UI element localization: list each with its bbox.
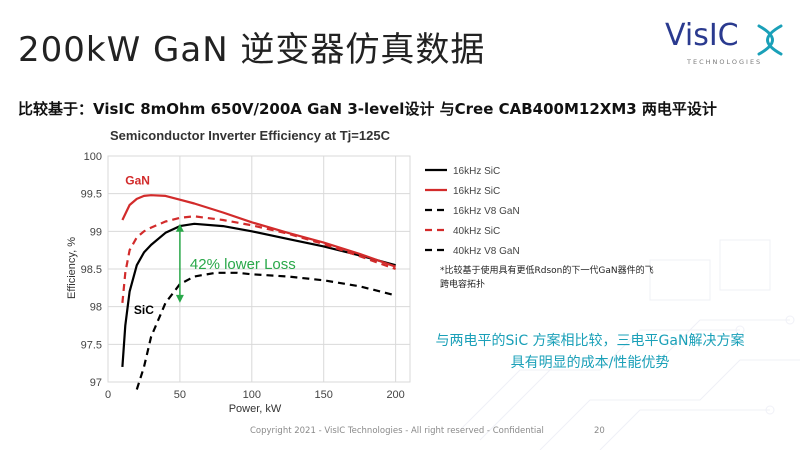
- logo-tagline: TECHNOLOGIES: [687, 58, 763, 66]
- x-tick-label: 100: [243, 389, 261, 401]
- y-tick-label: 98: [90, 302, 102, 314]
- series-line-2: [135, 271, 396, 390]
- loss-arrow-head-up: [175, 223, 184, 232]
- y-tick-label: 97.5: [81, 339, 102, 351]
- comparison-footnote: *比较基于使用具有更低Rdson的下一代GaN器件的飞 跨电容拓扑: [440, 264, 680, 292]
- legend-entry: 16kHz SiC: [453, 186, 500, 197]
- x-tick-label: 50: [174, 389, 186, 401]
- chart-gridlines: [107, 155, 411, 383]
- chart-tick-labels: 97 97.5 98 98.5 99 99.5 100 0 50 100 150 200: [81, 151, 405, 401]
- slide-title: 200kW GaN 逆变器仿真数据: [18, 30, 486, 70]
- chart-title: Semiconductor Inverter Efficiency at Tj=…: [110, 128, 391, 143]
- chart-legend: 16kHz SiC 16kHz SiC 16kHz V8 GaN 40kHz SiC 4…: [425, 166, 520, 257]
- y-axis-label: Efficiency, %: [66, 237, 78, 299]
- x-tick-label: 150: [315, 389, 333, 401]
- y-tick-label: 100: [84, 151, 102, 163]
- comparison-subtitle: 比较基于：VisIC 8mOhm 650V/200A GaN 3-level设计…: [18, 100, 717, 118]
- logo-text: VisIC: [665, 18, 739, 53]
- loss-label: 42% lower Loss: [190, 256, 296, 273]
- footnote-line-1: *比较基于使用具有更低Rdson的下一代GaN器件的飞: [440, 266, 654, 276]
- copyright-footer: Copyright 2021 - VisIC Technologies - Al…: [250, 426, 544, 436]
- y-tick-label: 97: [90, 377, 102, 389]
- advantage-callout: 与两电平的SiC 方案相比较，三电平GaN解决方案 具有明显的成本/性能优势: [420, 330, 760, 374]
- y-tick-label: 99: [90, 226, 102, 238]
- sic-curve-label: SiC: [134, 303, 154, 317]
- footnote-line-2: 跨电容拓扑: [440, 280, 486, 290]
- legend-entry: 40kHz V8 GaN: [453, 246, 520, 257]
- series-line-1: [121, 194, 396, 268]
- efficiency-chart: Semiconductor Inverter Efficiency at Tj=…: [66, 128, 520, 415]
- legend-entry: 16kHz SiC: [453, 166, 500, 177]
- loss-arrow-head-down: [175, 294, 184, 303]
- logo-infinity-icon: [757, 24, 783, 56]
- y-tick-label: 99.5: [81, 189, 102, 201]
- visic-logo: VisIC TECHNOLOGIES: [665, 18, 785, 74]
- background-circuit-pattern: [459, 239, 800, 450]
- x-tick-label: 0: [105, 389, 111, 401]
- callout-line-1: 与两电平的SiC 方案相比较，三电平GaN解决方案: [435, 333, 745, 349]
- legend-entry: 16kHz V8 GaN: [453, 206, 520, 217]
- callout-line-2: 具有明显的成本/性能优势: [510, 355, 670, 371]
- gan-curve-label: GaN: [125, 174, 150, 188]
- x-axis-label: Power, kW: [229, 403, 282, 415]
- x-tick-label: 200: [386, 389, 404, 401]
- chart-annotations: GaN SiC 42% lower Loss: [125, 174, 296, 318]
- y-tick-label: 98.5: [81, 264, 102, 276]
- page-number: 20: [594, 426, 605, 436]
- legend-entry: 40kHz SiC: [453, 226, 500, 237]
